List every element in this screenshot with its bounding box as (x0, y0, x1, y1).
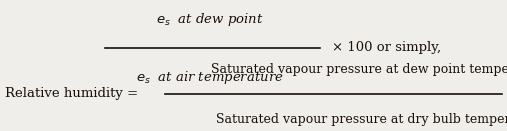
Text: Relative humidity =: Relative humidity = (5, 88, 138, 100)
Text: $e_s$  at air temperature: $e_s$ at air temperature (136, 69, 284, 86)
Text: × 100 or simply,: × 100 or simply, (332, 42, 441, 54)
Text: Saturated vapour pressure at dew point temperature: Saturated vapour pressure at dew point t… (211, 63, 507, 76)
Text: Saturated vapour pressure at dry bulb temperature: Saturated vapour pressure at dry bulb te… (216, 113, 507, 126)
Text: $e_s$  at dew point: $e_s$ at dew point (156, 11, 264, 28)
